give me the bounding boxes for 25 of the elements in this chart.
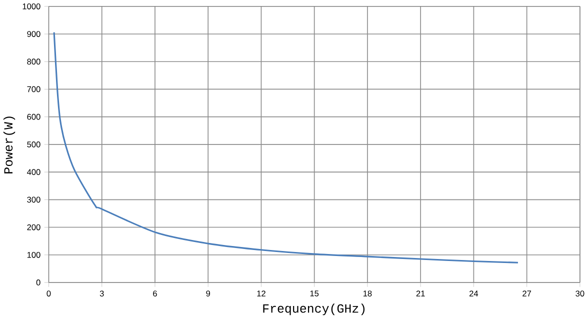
line-series (53, 32, 519, 264)
x-tick-label: 21 (416, 290, 425, 297)
x-tick-label: 27 (522, 290, 532, 297)
x-tick-label: 3 (100, 290, 104, 297)
x-tick-label: 15 (310, 290, 319, 297)
x-tick-label: 12 (257, 290, 266, 297)
y-tick-label: 400 (26, 169, 40, 176)
x-tick-label: 24 (470, 290, 478, 297)
y-tick-label: 200 (27, 224, 40, 230)
x-tick-label: 9 (206, 290, 210, 297)
x-tick-label: 0 (46, 290, 51, 297)
y-tick-label: 100 (27, 252, 40, 258)
y-tick-label: 1000 (22, 4, 40, 10)
x-tick-label: 30 (576, 290, 584, 297)
y-tick-label: 800 (27, 58, 40, 65)
y-tick-label: 900 (27, 31, 40, 38)
y-tick-label: 300 (27, 196, 40, 203)
y-axis-title: Power(W) (3, 116, 16, 174)
x-axis-title: Frequency(GHz) (263, 304, 365, 316)
x-tick-label: 6 (153, 290, 157, 297)
y-tick-label: 500 (27, 142, 40, 148)
y-tick-label: 700 (27, 86, 40, 92)
y-tick-label: 0 (36, 280, 40, 286)
x-tick-label: 18 (363, 290, 372, 297)
y-tick-label: 600 (27, 114, 40, 120)
